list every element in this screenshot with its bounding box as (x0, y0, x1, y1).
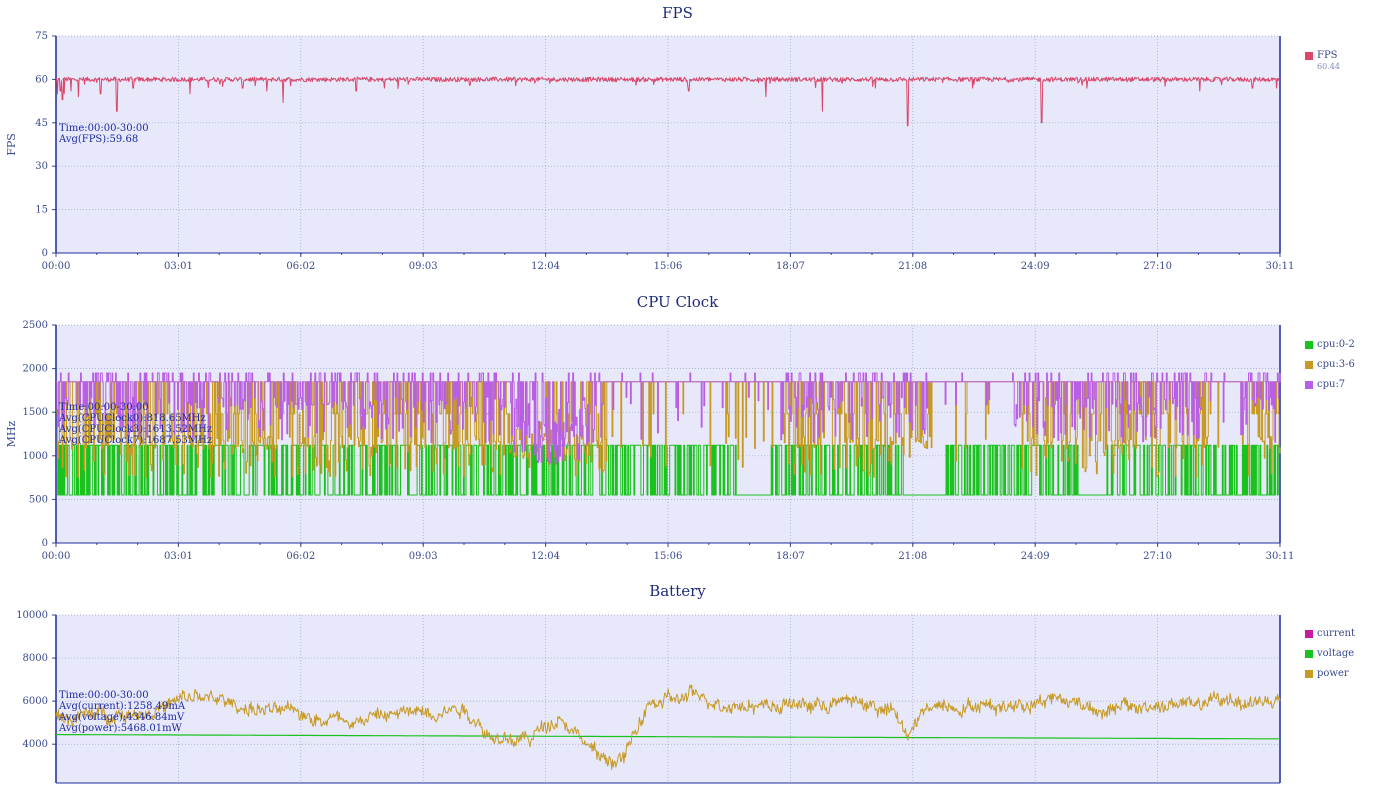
y-tick-label: 6000 (23, 696, 48, 707)
cpu-clock-title: CPU Clock (636, 293, 719, 311)
x-tick-label: 09:03 (409, 261, 438, 272)
x-tick-label: 12:04 (531, 261, 560, 272)
y-tick-label: 1500 (23, 407, 48, 418)
legend-value: 60.44 (1317, 62, 1340, 71)
legend-label: cpu:7 (1317, 379, 1346, 390)
battery-title: Battery (649, 582, 706, 600)
y-tick-label: 500 (29, 494, 48, 505)
y-tick-label: 30 (35, 161, 48, 172)
x-tick-label: 03:01 (164, 551, 193, 562)
battery-stats-line: Avg(power):5468.01mW (59, 723, 182, 734)
legend-swatch (1305, 361, 1313, 369)
x-tick-label: 00:00 (42, 551, 71, 562)
x-tick-label: 03:01 (164, 261, 193, 272)
fps-stats-line: Time:00:00-30:00 (59, 123, 149, 134)
y-tick-label: 15 (35, 205, 48, 216)
x-tick-label: 06:02 (286, 551, 315, 562)
cpu-stats: Time:00:00-30:00 Avg(CPUClock0):818.65MH… (59, 402, 212, 446)
x-tick-label: 21:08 (898, 261, 927, 272)
y-axis-label: FPS (5, 133, 18, 156)
power-series-line (55, 684, 1281, 770)
fps-series-line (55, 76, 1281, 127)
legend-swatch (1305, 630, 1313, 638)
fps-stats: Time:00:00-30:00 Avg(FPS):59.68 (59, 123, 149, 145)
x-tick-label: 27:10 (1143, 551, 1172, 562)
x-tick-label: 30:11 (1266, 261, 1295, 272)
x-tick-label: 30:11 (1266, 551, 1295, 562)
fps-panel: FPS 00:00 03:01 06:02 09:03 12:04 15:06 18:07 2… (0, 0, 1375, 280)
y-tick-label: 0 (42, 538, 48, 549)
x-tick-label: 12:04 (531, 551, 560, 562)
x-tick-label: 24:09 (1021, 551, 1050, 562)
y-tick-label: 8000 (23, 653, 48, 664)
voltage-series-line (55, 733, 1280, 740)
legend-swatch (1305, 52, 1313, 60)
x-tick-label: 21:08 (898, 551, 927, 562)
cpu-clock-panel: CPU Clock 00:00 03:01 06:02 09:03 12:04 15:06… (0, 289, 1375, 569)
cpu-0-2-series-line (56, 444, 1280, 496)
legend-swatch (1305, 650, 1313, 658)
legend-swatch (1305, 381, 1313, 389)
x-tick-label: 18:07 (776, 261, 805, 272)
y-tick-label: 2500 (23, 320, 48, 331)
y-tick-label: 10000 (16, 610, 48, 621)
x-tick-label: 15:06 (654, 261, 683, 272)
fps-chart: 00:00 03:01 06:02 09:03 12:04 15:06 18:07 21:08… (5, 31, 1295, 272)
legend-label: cpu:3-6 (1317, 359, 1355, 370)
y-tick-label: 0 (42, 248, 48, 259)
y-tick-label: 60 (35, 74, 48, 85)
battery-stats-line: Avg(current):1258.49mA (59, 701, 186, 712)
x-tick-label: 27:10 (1143, 261, 1172, 272)
fps-stats-line: Avg(FPS):59.68 (59, 134, 139, 145)
legend-label: voltage (1317, 648, 1355, 659)
cpu-stats-line: Avg(CPUClock0):818.65MHz (59, 413, 206, 424)
cpu-7-series-line (56, 372, 1281, 465)
cpu-stats-line: Time:00:00-30:00 (59, 402, 149, 413)
battery-stats-line: Avg(voltage):4346.84mV (59, 712, 185, 723)
x-tick-label: 18:07 (776, 551, 805, 562)
x-tick-label: 00:00 (42, 261, 71, 272)
legend-swatch (1305, 670, 1313, 678)
y-tick-label: 45 (35, 118, 48, 129)
legend-label: FPS (1317, 50, 1338, 61)
cpu-stats-line: Avg(CPUClock3):1613.52MHz (59, 424, 213, 435)
y-tick-label: 2000 (23, 364, 48, 375)
legend-label: power (1317, 668, 1349, 679)
battery-stats-line: Time:00:00-30:00 (59, 690, 149, 701)
cpu-stats-line: Avg(CPUClock7):1687.53MHz (59, 435, 213, 446)
y-tick-label: 4000 (23, 739, 48, 750)
x-tick-label: 06:02 (286, 261, 315, 272)
battery-stats: Time:00:00-30:00 Avg(current):1258.49mA … (59, 690, 185, 734)
x-tick-label: 09:03 (409, 551, 438, 562)
legend-label: cpu:0-2 (1317, 339, 1355, 350)
x-tick-label: 15:06 (654, 551, 683, 562)
y-axis-label: MHz (5, 420, 18, 447)
cpu-clock-chart: 00:00 03:01 06:02 09:03 12:04 15:06 18:07 21:08… (5, 320, 1295, 562)
battery-chart: 4000 6000 8000 10000 (16, 610, 1281, 784)
battery-panel: Battery 4000 6000 8000 10000 Time:00:00-30:… (0, 578, 1375, 802)
fps-title: FPS (662, 4, 693, 22)
y-tick-label: 75 (35, 31, 48, 42)
x-tick-label: 24:09 (1021, 261, 1050, 272)
legend-swatch (1305, 341, 1313, 349)
y-tick-label: 1000 (23, 451, 48, 462)
legend-label: current (1317, 628, 1355, 639)
